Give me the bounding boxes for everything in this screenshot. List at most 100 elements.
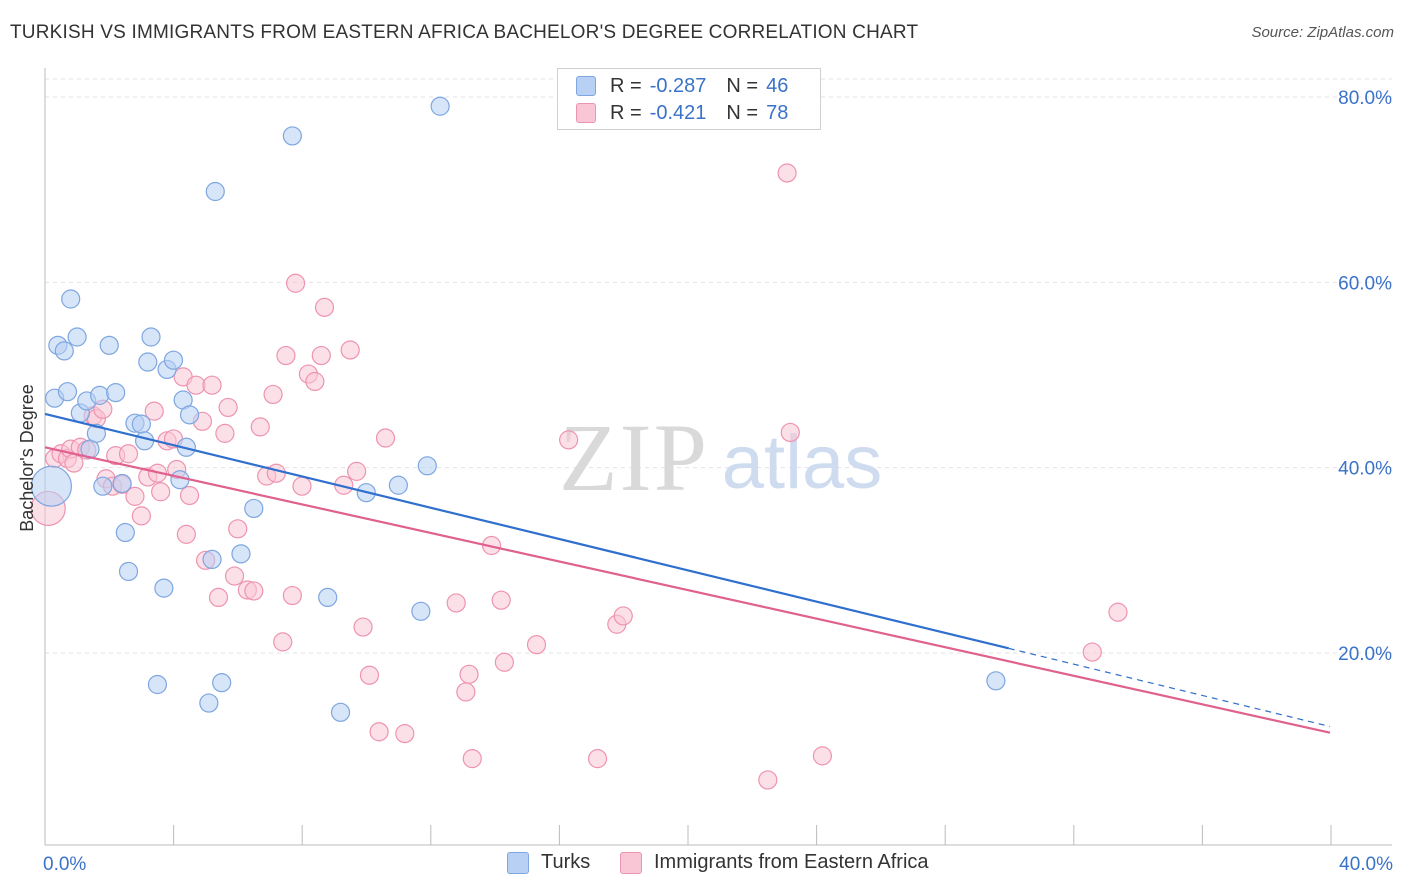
source-label: Source: ZipAtlas.com xyxy=(1251,24,1394,41)
eaf-point xyxy=(208,587,229,608)
turk-point xyxy=(199,693,219,713)
turk-point xyxy=(131,414,151,434)
trend-turks xyxy=(44,412,1010,650)
legend-item-eastern-africa[interactable]: Immigrants from Eastern Africa xyxy=(620,851,929,874)
n-label: N = xyxy=(726,74,759,97)
eaf-point xyxy=(285,273,306,293)
eaf-point xyxy=(244,581,264,601)
eaf-point xyxy=(812,746,833,766)
axes xyxy=(44,68,1392,846)
eaf-point xyxy=(395,724,415,744)
eaf-point xyxy=(215,423,235,443)
y-tick-label: 80.0% xyxy=(1338,88,1392,109)
turk-point xyxy=(231,544,251,564)
y-tick-label: 40.0% xyxy=(1338,459,1392,480)
eaf-point xyxy=(263,384,283,405)
eaf-point xyxy=(179,485,200,506)
eaf-point xyxy=(218,397,238,418)
eaf-point xyxy=(118,444,139,464)
x-tick-label: 40.0% xyxy=(1339,854,1393,875)
trend-lines xyxy=(44,412,1331,734)
turks-swatch xyxy=(507,851,529,874)
turk-point xyxy=(282,126,302,146)
turk-point xyxy=(86,423,107,443)
eaf-point xyxy=(359,665,380,685)
turk-point xyxy=(90,385,110,405)
turk-point xyxy=(179,405,200,425)
eaf-point xyxy=(228,519,248,539)
y-tick-label: 60.0% xyxy=(1338,273,1392,294)
r-value: -0.287 xyxy=(649,74,707,97)
eaf-point xyxy=(131,506,151,526)
eaf-point xyxy=(340,340,360,360)
turk-point xyxy=(115,522,135,543)
turk-point xyxy=(318,587,338,608)
trend-turks-extension xyxy=(1008,647,1331,728)
eaf-point xyxy=(282,585,302,606)
watermark: ZIP atlas xyxy=(559,404,882,511)
legend-label: Immigrants from Eastern Africa xyxy=(654,851,929,873)
eaf-point xyxy=(250,417,270,437)
legend-row-eastern-africa: R = -0.421 N = 78 xyxy=(576,100,788,126)
eaf-point xyxy=(144,401,164,421)
eaf-point xyxy=(176,524,196,544)
eaf-point xyxy=(369,722,389,742)
watermark-zip: ZIP xyxy=(559,404,709,511)
legend-item-turks[interactable]: Turks xyxy=(507,851,590,874)
turks-swatch xyxy=(576,76,596,96)
eaf-point xyxy=(494,652,514,672)
turk-point xyxy=(330,702,351,722)
eaf-point xyxy=(273,632,293,652)
eaf-point xyxy=(276,345,296,366)
eastern-africa-swatch xyxy=(620,851,642,874)
eaf-point xyxy=(353,617,373,637)
turk-point xyxy=(30,465,73,507)
eaf-point xyxy=(186,375,206,395)
legend-row-turks: R = -0.287 N = 46 xyxy=(576,73,788,99)
turk-point xyxy=(430,96,450,116)
eastern-africa-swatch xyxy=(576,103,596,123)
eaf-point xyxy=(491,590,511,610)
r-label: R = xyxy=(610,101,642,124)
r-value: -0.421 xyxy=(649,101,707,124)
turk-point xyxy=(202,549,222,570)
eaf-point xyxy=(1082,642,1102,662)
turk-point xyxy=(154,578,174,598)
eaf-point xyxy=(224,566,245,586)
turk-point xyxy=(986,671,1006,691)
n-label: N = xyxy=(726,101,759,124)
chart-title: TURKISH VS IMMIGRANTS FROM EASTERN AFRIC… xyxy=(10,22,919,43)
y-tick-label: 20.0% xyxy=(1338,644,1392,665)
eaf-point xyxy=(125,486,145,506)
eaf-point xyxy=(777,163,797,183)
series-eastern-africa xyxy=(30,163,1128,790)
turk-point xyxy=(54,341,74,361)
eaf-point xyxy=(456,682,476,702)
turk-point xyxy=(57,382,78,402)
correlation-legend: R = -0.287 N = 46 R = -0.421 N = 78 xyxy=(557,68,821,130)
turk-point xyxy=(141,327,161,347)
eaf-point xyxy=(266,463,286,483)
n-value: 46 xyxy=(766,74,789,97)
r-label: R = xyxy=(610,74,642,97)
eaf-point xyxy=(446,593,466,613)
eaf-point xyxy=(202,375,222,395)
eaf-point xyxy=(314,297,335,317)
turk-point xyxy=(67,327,87,347)
eaf-point xyxy=(1108,602,1128,622)
eaf-point xyxy=(780,422,800,443)
turk-point xyxy=(106,383,126,403)
turk-point xyxy=(61,289,81,309)
turk-point xyxy=(138,352,158,372)
turk-point xyxy=(118,561,139,582)
eaf-point xyxy=(613,606,633,626)
grid-lines xyxy=(45,78,1392,654)
y-axis-label: Bachelor's Degree xyxy=(17,384,37,532)
eaf-point xyxy=(375,428,396,448)
turk-point xyxy=(99,335,119,355)
turk-point xyxy=(205,181,225,202)
eaf-point xyxy=(526,635,547,655)
turk-point xyxy=(417,456,437,476)
trend-eastern-africa xyxy=(44,446,1331,734)
n-value: 78 xyxy=(766,101,789,124)
